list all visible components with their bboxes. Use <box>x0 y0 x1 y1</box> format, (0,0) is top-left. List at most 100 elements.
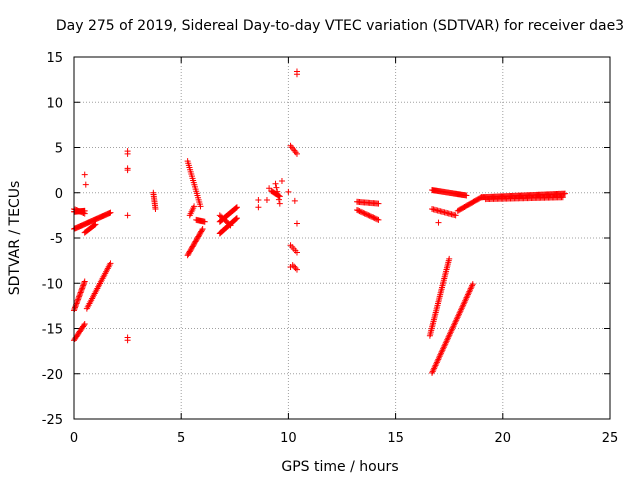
data-point <box>199 225 206 232</box>
y-tick-label: 0 <box>55 187 63 202</box>
data-point <box>371 215 378 222</box>
data-point <box>72 303 79 310</box>
data-point <box>291 197 298 204</box>
data-point <box>446 255 453 262</box>
data-point <box>263 196 270 203</box>
data-point <box>370 214 377 221</box>
data-point <box>227 222 234 229</box>
data-point <box>285 188 292 195</box>
tick-labels: 0 5 10 15 20 25 -25 -20 -15 -10 -5 0 5 10 15 <box>42 51 619 446</box>
data-point <box>81 320 88 327</box>
data-point <box>232 216 239 223</box>
y-tick-label: -10 <box>42 277 63 292</box>
data-point <box>233 204 240 211</box>
grid <box>74 57 610 419</box>
data-point <box>255 204 262 211</box>
data-point <box>76 293 83 300</box>
data-point <box>275 192 282 199</box>
data-point <box>361 210 368 217</box>
data-point <box>71 306 78 313</box>
data-point <box>107 260 114 267</box>
data-point <box>366 212 373 219</box>
chart-title: Day 275 of 2019, Sidereal Day-to-day VTE… <box>56 18 624 34</box>
data-point <box>233 215 240 222</box>
data-point <box>355 207 362 214</box>
data-point <box>124 150 131 157</box>
x-axis-label: GPS time / hours <box>281 459 398 475</box>
x-tick-label: 5 <box>177 431 185 446</box>
data-point <box>81 210 88 217</box>
data-point <box>293 150 300 157</box>
data-point <box>81 171 88 178</box>
data-point <box>124 212 131 219</box>
data-point <box>293 68 300 75</box>
y-axis-label: SDTVAR / TECUs <box>7 181 23 296</box>
y-tick-label: -25 <box>42 413 63 428</box>
data-point <box>77 289 84 296</box>
data-point <box>293 220 300 227</box>
data-point <box>275 196 282 203</box>
data-point <box>357 208 364 215</box>
data-point <box>82 181 89 188</box>
data-point <box>274 188 281 195</box>
data-point <box>276 200 283 207</box>
x-tick-label: 20 <box>495 431 512 446</box>
y-tick-label: 15 <box>46 51 63 66</box>
data-point <box>124 337 131 344</box>
data-point <box>80 322 87 329</box>
x-tick-label: 10 <box>280 431 297 446</box>
data-point <box>80 210 87 217</box>
data-point <box>273 184 280 191</box>
data-point <box>78 286 85 293</box>
data-point <box>79 285 86 292</box>
data-point <box>74 299 81 306</box>
data-point <box>81 279 88 286</box>
data-point <box>374 216 381 223</box>
data-point <box>232 205 239 212</box>
data-point <box>78 288 85 295</box>
data-point <box>255 196 262 203</box>
x-tick-label: 0 <box>70 431 78 446</box>
data-points <box>71 68 568 376</box>
data-point <box>91 222 98 229</box>
data-point <box>152 206 159 213</box>
data-point <box>278 177 285 184</box>
data-point <box>372 215 379 222</box>
data-point <box>75 294 82 301</box>
data-point <box>80 282 87 289</box>
data-point <box>375 200 382 207</box>
data-point <box>561 190 568 197</box>
data-point <box>292 265 299 272</box>
data-point <box>75 296 82 303</box>
data-point <box>191 203 198 210</box>
data-point <box>198 227 205 234</box>
y-tick-label: -5 <box>50 232 63 247</box>
data-point <box>375 216 382 223</box>
data-point <box>77 290 84 297</box>
data-point <box>124 167 131 174</box>
data-point <box>226 221 233 228</box>
data-point <box>197 203 204 210</box>
data-point <box>293 266 300 273</box>
data-point <box>359 209 366 216</box>
data-point <box>293 249 300 256</box>
data-point <box>287 263 294 270</box>
data-point <box>74 297 81 304</box>
data-point <box>73 300 80 307</box>
plot-frame <box>73 56 611 420</box>
data-point <box>365 212 372 219</box>
y-tick-label: 5 <box>55 142 63 157</box>
data-point <box>80 281 87 288</box>
data-point <box>435 219 442 226</box>
data-point <box>369 213 376 220</box>
data-point <box>107 209 114 216</box>
data-point <box>72 304 79 311</box>
data-point <box>81 278 88 285</box>
x-tick-label: 25 <box>602 431 619 446</box>
data-point <box>364 211 371 218</box>
y-tick-label: 10 <box>46 96 63 111</box>
data-point <box>79 283 86 290</box>
data-point <box>266 185 273 192</box>
data-point <box>362 211 369 218</box>
